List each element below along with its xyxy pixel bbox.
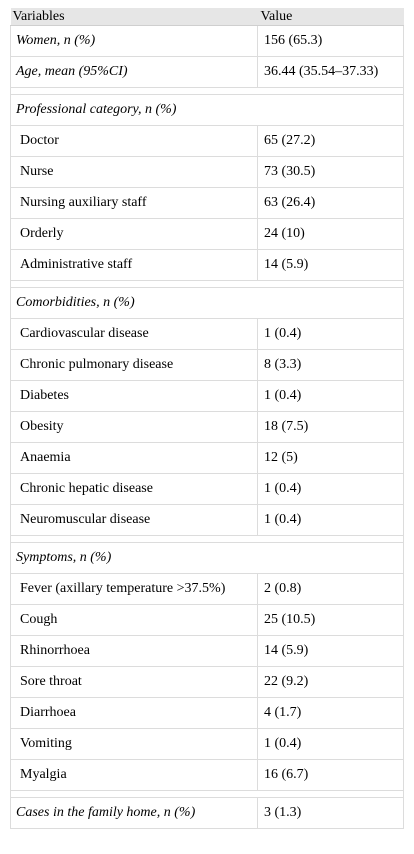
row-label: Chronic pulmonary disease bbox=[10, 349, 258, 381]
section-heading-comorbidities: Comorbidities, n (%) bbox=[10, 287, 404, 319]
row-value: 8 (3.3) bbox=[257, 349, 404, 381]
table-row: Anaemia 12 (5) bbox=[10, 442, 404, 474]
column-header-value: Value bbox=[257, 8, 404, 26]
row-label: Cardiovascular disease bbox=[10, 318, 258, 350]
row-value: 22 (9.2) bbox=[257, 666, 404, 698]
row-label: Cough bbox=[10, 604, 258, 636]
table-row: Rhinorrhoea 14 (5.9) bbox=[10, 635, 404, 667]
row-value: 73 (30.5) bbox=[257, 156, 404, 188]
row-value: 156 (65.3) bbox=[257, 25, 404, 57]
row-label: Myalgia bbox=[10, 759, 258, 791]
row-label: Nursing auxiliary staff bbox=[10, 187, 258, 219]
spacer-cell bbox=[10, 535, 404, 543]
table-row: Cardiovascular disease 1 (0.4) bbox=[10, 318, 404, 350]
table-row: Fever (axillary temperature >37.5%) 2 (0… bbox=[10, 573, 404, 605]
spacer-cell bbox=[10, 87, 404, 95]
row-label: Neuromuscular disease bbox=[10, 504, 258, 536]
spacer-cell bbox=[10, 280, 404, 288]
row-value: 1 (0.4) bbox=[257, 504, 404, 536]
row-label: Anaemia bbox=[10, 442, 258, 474]
row-value: 2 (0.8) bbox=[257, 573, 404, 605]
row-label: Chronic hepatic disease bbox=[10, 473, 258, 505]
row-label: Age, mean (95%CI) bbox=[10, 56, 258, 88]
section-heading-row: Professional category, n (%) bbox=[10, 94, 404, 126]
row-value: 24 (10) bbox=[257, 218, 404, 250]
table-row: Cases in the family home, n (%) 3 (1.3) bbox=[10, 797, 404, 829]
table-row: Diabetes 1 (0.4) bbox=[10, 380, 404, 412]
table-row: Age, mean (95%CI) 36.44 (35.54–37.33) bbox=[10, 56, 404, 88]
row-value: 25 (10.5) bbox=[257, 604, 404, 636]
spacer-row bbox=[10, 87, 404, 95]
row-label: Diabetes bbox=[10, 380, 258, 412]
row-value: 1 (0.4) bbox=[257, 380, 404, 412]
row-label: Rhinorrhoea bbox=[10, 635, 258, 667]
spacer-row bbox=[10, 535, 404, 543]
section-heading-professional: Professional category, n (%) bbox=[10, 94, 404, 126]
table-row: Women, n (%) 156 (65.3) bbox=[10, 25, 404, 57]
table-row: Chronic hepatic disease 1 (0.4) bbox=[10, 473, 404, 505]
row-value: 1 (0.4) bbox=[257, 728, 404, 760]
row-value: 1 (0.4) bbox=[257, 473, 404, 505]
row-label: Sore throat bbox=[10, 666, 258, 698]
table-row: Chronic pulmonary disease 8 (3.3) bbox=[10, 349, 404, 381]
table-row: Nurse 73 (30.5) bbox=[10, 156, 404, 188]
row-value: 63 (26.4) bbox=[257, 187, 404, 219]
row-value: 36.44 (35.54–37.33) bbox=[257, 56, 404, 88]
spacer-row bbox=[10, 280, 404, 288]
row-label: Orderly bbox=[10, 218, 258, 250]
table-row: Obesity 18 (7.5) bbox=[10, 411, 404, 443]
table-row: Nursing auxiliary staff 63 (26.4) bbox=[10, 187, 404, 219]
header-row: Variables Value bbox=[10, 8, 404, 26]
table-row: Vomiting 1 (0.4) bbox=[10, 728, 404, 760]
table-row: Administrative staff 14 (5.9) bbox=[10, 249, 404, 281]
table-row: Neuromuscular disease 1 (0.4) bbox=[10, 504, 404, 536]
row-value: 12 (5) bbox=[257, 442, 404, 474]
row-label: Administrative staff bbox=[10, 249, 258, 281]
row-value: 65 (27.2) bbox=[257, 125, 404, 157]
row-label: Nurse bbox=[10, 156, 258, 188]
row-label: Diarrhoea bbox=[10, 697, 258, 729]
row-value: 4 (1.7) bbox=[257, 697, 404, 729]
table-row: Myalgia 16 (6.7) bbox=[10, 759, 404, 791]
row-value: 3 (1.3) bbox=[257, 797, 404, 829]
table-row: Sore throat 22 (9.2) bbox=[10, 666, 404, 698]
section-heading-row: Symptoms, n (%) bbox=[10, 542, 404, 574]
table-row: Doctor 65 (27.2) bbox=[10, 125, 404, 157]
characteristics-table: Variables Value Women, n (%) 156 (65.3) … bbox=[10, 8, 404, 829]
column-header-variables: Variables bbox=[10, 8, 258, 26]
row-label: Women, n (%) bbox=[10, 25, 258, 57]
row-value: 14 (5.9) bbox=[257, 249, 404, 281]
row-label: Fever (axillary temperature >37.5%) bbox=[10, 573, 258, 605]
spacer-row bbox=[10, 790, 404, 798]
row-value: 1 (0.4) bbox=[257, 318, 404, 350]
row-label: Cases in the family home, n (%) bbox=[10, 797, 258, 829]
section-heading-symptoms: Symptoms, n (%) bbox=[10, 542, 404, 574]
section-heading-row: Comorbidities, n (%) bbox=[10, 287, 404, 319]
table-row: Cough 25 (10.5) bbox=[10, 604, 404, 636]
table-row: Diarrhoea 4 (1.7) bbox=[10, 697, 404, 729]
row-label: Vomiting bbox=[10, 728, 258, 760]
row-value: 18 (7.5) bbox=[257, 411, 404, 443]
row-label: Obesity bbox=[10, 411, 258, 443]
row-label: Doctor bbox=[10, 125, 258, 157]
spacer-cell bbox=[10, 790, 404, 798]
row-value: 16 (6.7) bbox=[257, 759, 404, 791]
row-value: 14 (5.9) bbox=[257, 635, 404, 667]
table-row: Orderly 24 (10) bbox=[10, 218, 404, 250]
